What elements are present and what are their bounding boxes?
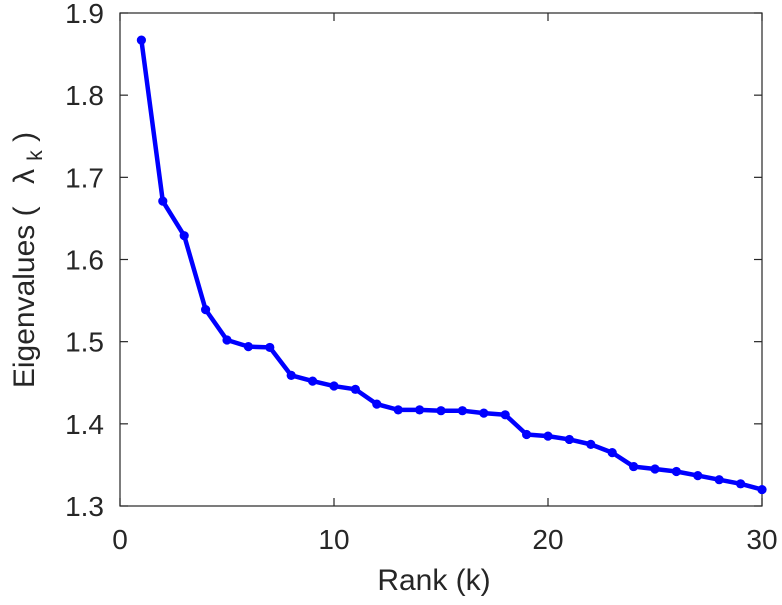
x-axis-label: Rank (k) <box>377 564 490 597</box>
data-point <box>179 231 189 241</box>
axes-frame <box>119 12 763 507</box>
data-point <box>736 479 746 489</box>
data-point <box>479 408 489 418</box>
data-point <box>543 431 553 441</box>
data-point <box>158 196 168 206</box>
y-axis-ticks: 1.3 1.4 1.5 1.6 1.7 1.8 1.9 <box>65 0 762 522</box>
y-tick-label: 1.8 <box>65 80 104 111</box>
x-axis-ticks: 0 10 20 30 <box>112 13 778 555</box>
data-point <box>265 342 275 353</box>
data-point <box>693 470 703 481</box>
y-tick-label: 1.9 <box>65 0 104 29</box>
x-tick-label: 30 <box>746 524 777 555</box>
y-tick-label: 1.4 <box>65 409 104 440</box>
data-point <box>607 447 617 458</box>
data-point <box>586 439 596 449</box>
data-point <box>522 429 532 440</box>
x-tick-label: 0 <box>112 524 128 555</box>
x-tick-label: 20 <box>532 524 563 555</box>
data-point <box>671 466 682 477</box>
data-point <box>201 305 211 315</box>
data-point <box>415 405 425 415</box>
data-point <box>243 341 253 352</box>
lambda-subscript: k <box>24 150 47 161</box>
y-tick-label: 1.6 <box>65 245 104 276</box>
y-axis-label-close: ) <box>8 132 41 142</box>
x-tick-label: 10 <box>318 524 349 555</box>
data-point <box>329 381 339 391</box>
data-point <box>308 376 318 386</box>
plot-area <box>119 12 767 507</box>
data-point <box>457 406 467 416</box>
data-point <box>436 406 446 416</box>
data-point <box>629 461 639 472</box>
lambda-symbol: λ <box>8 169 41 184</box>
data-point <box>372 399 382 409</box>
y-axis-label-main: Eigenvalues ( <box>8 206 41 388</box>
y-axis-label: Eigenvalues ( λ k ) <box>8 132 49 388</box>
data-point <box>564 434 575 445</box>
data-point <box>286 370 296 380</box>
data-point <box>650 464 660 474</box>
data-point <box>136 35 146 45</box>
data-point <box>350 384 360 394</box>
data-point <box>714 475 724 485</box>
y-tick-label: 1.7 <box>65 162 104 193</box>
y-tick-label: 1.5 <box>65 327 104 358</box>
data-point <box>757 484 767 495</box>
data-point <box>393 405 403 415</box>
y-tick-label: 1.3 <box>65 491 104 522</box>
data-point <box>222 335 232 345</box>
data-point <box>500 410 510 420</box>
